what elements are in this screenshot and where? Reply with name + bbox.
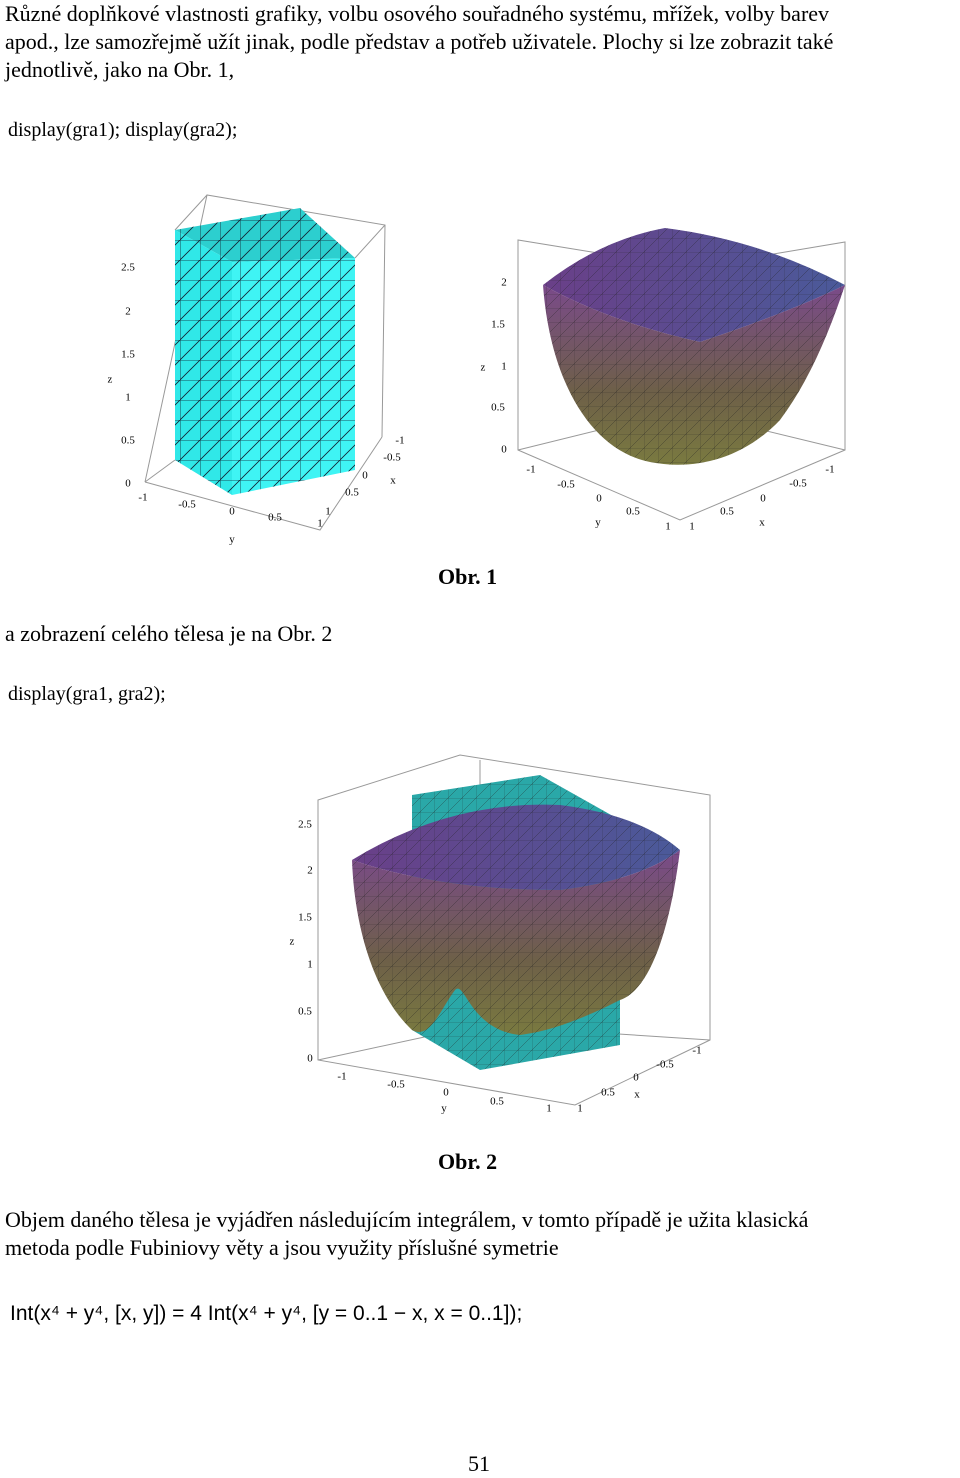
tick-labels: 00.511.522.5z-1-0.50 0.5 1y-1-0.500.51x00.… bbox=[108, 262, 835, 1115]
tick-label: -0.5 bbox=[656, 1059, 674, 1071]
tick-label: x bbox=[390, 475, 396, 487]
tick-label: 2 bbox=[125, 306, 131, 318]
tick-label: 0.5 bbox=[121, 435, 135, 447]
code: display(gra1); display(gra2); bbox=[8, 119, 238, 141]
tick-label: -0.5 bbox=[557, 479, 575, 491]
tick-label: 0.5 bbox=[268, 512, 282, 524]
tick-label: z bbox=[290, 936, 295, 948]
tick-label: x bbox=[759, 517, 765, 529]
tick-label: 0 bbox=[362, 470, 368, 482]
text-line: jednotlivě, jako na Obr. 1, bbox=[5, 57, 235, 82]
formula: Int(x⁴ + y⁴, [x, y]) = 4 Int(x⁴ + y⁴, [y… bbox=[10, 1302, 523, 1325]
tick-label: 1.5 bbox=[491, 319, 505, 331]
tick-label: 0 bbox=[307, 1053, 313, 1065]
tick-label: 0.5 bbox=[298, 1006, 312, 1018]
tick-label: 1.5 bbox=[121, 349, 135, 361]
tick-label: -0.5 bbox=[383, 452, 401, 464]
tick-label: y bbox=[229, 534, 235, 546]
text-line: metoda podle Fubiniovy věty a jsou využi… bbox=[5, 1235, 559, 1260]
tick-label: 2 bbox=[501, 277, 507, 289]
tick-label: 2.5 bbox=[298, 819, 312, 831]
tick-label: 2.5 bbox=[121, 262, 135, 274]
tick-label: 1 bbox=[307, 959, 313, 971]
tick-label: 1 bbox=[317, 518, 323, 530]
page-number: 51 bbox=[468, 1451, 490, 1476]
tick-label: x bbox=[634, 1089, 640, 1101]
tick-label: 1 bbox=[501, 361, 507, 373]
tick-label: -1 bbox=[526, 464, 535, 476]
tick-label: y bbox=[441, 1103, 447, 1115]
tick-label: 0.5 bbox=[490, 1096, 504, 1108]
tick-label: 0.5 bbox=[491, 402, 505, 414]
tick-label: y bbox=[595, 517, 601, 529]
tick-label: 0 bbox=[633, 1072, 639, 1084]
tick-label: -1 bbox=[692, 1045, 701, 1057]
tick-label: 0 bbox=[760, 493, 766, 505]
tick-label: -0.5 bbox=[387, 1079, 405, 1091]
text-line: Objem daného tělesa je vyjádřen následuj… bbox=[5, 1207, 809, 1232]
tick-label: 0.5 bbox=[720, 506, 734, 518]
tick-label: 0.5 bbox=[626, 506, 640, 518]
cyan-prism bbox=[175, 208, 355, 495]
tick-label: -1 bbox=[395, 435, 404, 447]
tick-label: 0.5 bbox=[345, 487, 359, 499]
tick-label: -1 bbox=[825, 464, 834, 476]
tick-label: z bbox=[108, 374, 113, 386]
text-line: Různé doplňkové vlastnosti grafiky, volb… bbox=[5, 1, 830, 26]
tick-label: 0 bbox=[501, 444, 507, 456]
tick-label: 0 bbox=[596, 493, 602, 505]
tick-label: 0 bbox=[443, 1087, 449, 1099]
code: display(gra1, gra2); bbox=[8, 683, 166, 705]
tick-label: 2 bbox=[307, 865, 313, 877]
caption: Obr. 2 bbox=[438, 1149, 498, 1174]
caption: Obr. 1 bbox=[438, 564, 498, 589]
tick-label: -0.5 bbox=[178, 499, 196, 511]
tick-label: 1 bbox=[325, 506, 331, 518]
text-line: apod., lze samozřejmě užít jinak, podle … bbox=[5, 29, 834, 54]
tick-label: 0 bbox=[229, 506, 235, 518]
tick-label: z bbox=[481, 362, 486, 374]
text-line: a zobrazení celého tělesa je na Obr. 2 bbox=[5, 621, 333, 646]
tick-label: -1 bbox=[138, 492, 147, 504]
tick-label: 1 bbox=[577, 1103, 583, 1115]
tick-label: 1 bbox=[546, 1103, 552, 1115]
tick-label: 0.5 bbox=[601, 1087, 615, 1099]
tick-label: 1 bbox=[689, 521, 695, 533]
tick-label: 1.5 bbox=[298, 912, 312, 924]
tick-label: 0 bbox=[125, 478, 131, 490]
paraboloid bbox=[543, 228, 845, 465]
tick-label: -0.5 bbox=[789, 478, 807, 490]
combined-solid bbox=[352, 775, 680, 1070]
tick-label: 1 bbox=[125, 392, 131, 404]
tick-label: 1 bbox=[665, 521, 671, 533]
tick-label: -1 bbox=[337, 1071, 346, 1083]
